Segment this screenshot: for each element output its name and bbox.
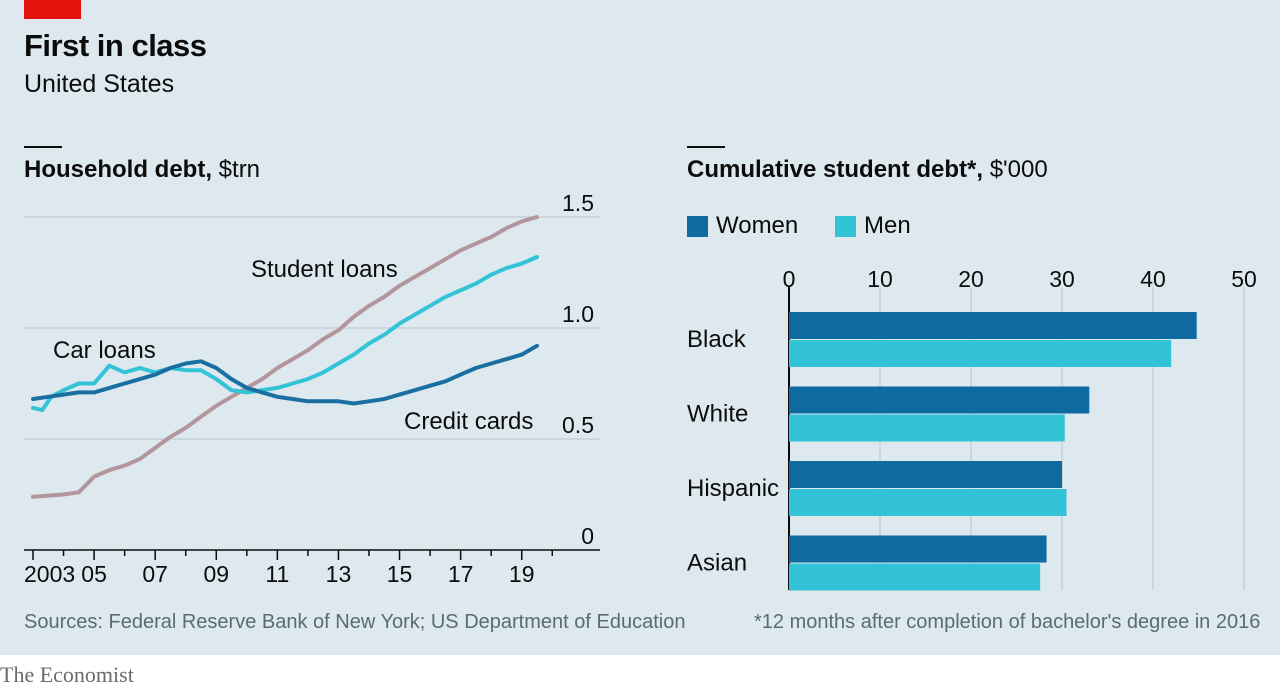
category-label-asian: Asian: [687, 550, 747, 577]
x-tick-label: 2003: [24, 561, 75, 587]
left-panel-title: Household debt, $trn: [24, 156, 260, 184]
right-panel-title-unit: $'000: [989, 156, 1048, 183]
legend-men: Men: [835, 212, 911, 240]
x-tick-label: 19: [509, 561, 535, 587]
x-tick-label: 07: [142, 561, 168, 587]
x-tick-label: 15: [387, 561, 413, 587]
category-label-white: White: [687, 401, 748, 428]
student-line: [31, 215, 539, 499]
left-panel-title-unit: $trn: [218, 156, 261, 183]
student-loans-label: Student loans: [251, 256, 398, 283]
men-bar-white: [789, 414, 1065, 442]
y-tick-label: 1.5: [562, 190, 594, 216]
category-label-black: Black: [687, 326, 747, 353]
brand-red-tag: [24, 0, 81, 19]
women-bar-hispanic: [789, 461, 1062, 488]
page-subtitle: United States: [24, 70, 175, 98]
credit-cards-label: Credit cards: [404, 408, 533, 435]
y-tick-label: 0: [581, 523, 594, 549]
x-tick-label: 20: [958, 266, 984, 292]
x-tick-label: 50: [1231, 266, 1257, 292]
left-panel-title-bold: Household debt,: [24, 156, 212, 183]
car-loans-label: Car loans: [53, 337, 156, 364]
student-debt-bar-chart: 0 10 20 30 40 50 Black White Hispanic Asian: [687, 266, 1257, 591]
category-label-hispanic: Hispanic: [687, 475, 779, 502]
women-bar-asian: [789, 535, 1047, 563]
chart-canvas: First in class United States Household d…: [0, 0, 1280, 655]
x-tick-label: 11: [265, 561, 289, 587]
women-bar-white: [789, 386, 1090, 414]
legend-women: Women: [687, 212, 798, 240]
x-tick-label: 10: [867, 266, 893, 292]
legend-men-swatch: [835, 215, 856, 237]
x-tick-label: 0: [783, 266, 796, 292]
x-tick-label: 40: [1140, 266, 1166, 292]
right-panel-title-bold: Cumulative student debt*,: [687, 156, 984, 183]
men-bar-black: [789, 340, 1172, 367]
credit-line: [31, 343, 539, 406]
x-tick-label: 30: [1049, 266, 1075, 292]
legend-men-label: Men: [864, 212, 911, 239]
left-panel-rule: [24, 146, 62, 148]
legend-women-swatch: [687, 215, 708, 237]
y-tick-label: 0.5: [562, 412, 594, 438]
x-tick-label: 09: [203, 561, 229, 587]
page-title: First in class: [24, 28, 207, 63]
men-bar-hispanic: [789, 489, 1067, 516]
x-tick-label: 17: [448, 561, 474, 587]
women-bar-black: [789, 312, 1197, 339]
legend-women-label: Women: [716, 212, 799, 239]
x-tick-label: 05: [81, 561, 107, 587]
source-note: Sources: Federal Reserve Bank of New Yor…: [24, 611, 686, 633]
right-panel-title: Cumulative student debt*, $'000: [687, 156, 1048, 184]
economist-brand: The Economist: [0, 662, 134, 687]
car-line: [31, 255, 539, 413]
men-bar-asian: [789, 563, 1041, 591]
x-tick-label: 13: [326, 561, 352, 587]
footnote: *12 months after completion of bachelor'…: [754, 611, 1261, 633]
right-panel-rule: [687, 146, 725, 148]
y-tick-label: 1.0: [562, 301, 594, 327]
household-debt-line-chart: 0 0.5 1.0 1.5 2003 05 07 09 11 13 15 17 19 Student lo…: [24, 190, 600, 587]
